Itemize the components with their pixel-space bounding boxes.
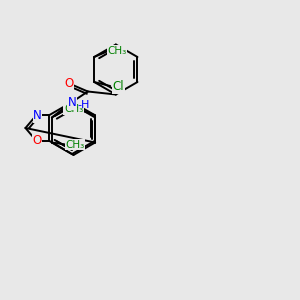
Text: CH₃: CH₃ (108, 46, 127, 56)
Text: CH₃: CH₃ (64, 104, 83, 114)
Text: O: O (64, 77, 74, 90)
Text: CH₃: CH₃ (65, 140, 85, 149)
Text: N: N (68, 96, 76, 109)
Text: N: N (33, 109, 42, 122)
Text: -H: -H (78, 100, 90, 110)
Text: Cl: Cl (112, 80, 124, 94)
Text: O: O (32, 134, 42, 146)
